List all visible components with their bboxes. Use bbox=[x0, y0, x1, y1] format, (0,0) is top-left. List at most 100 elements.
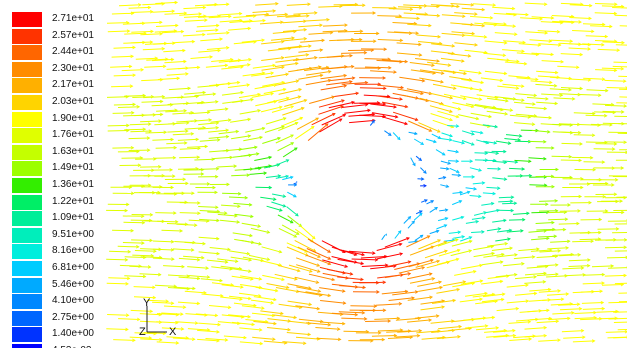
velocity-vector bbox=[563, 336, 585, 339]
velocity-vector-head bbox=[183, 59, 187, 64]
velocity-vector-head bbox=[571, 97, 576, 101]
velocity-vector-head bbox=[497, 227, 502, 231]
velocity-vector bbox=[585, 35, 608, 38]
velocity-vector-head bbox=[418, 157, 423, 162]
velocity-vector bbox=[531, 129, 550, 133]
velocity-vector-head bbox=[623, 273, 627, 278]
velocity-vector-head bbox=[501, 292, 506, 297]
velocity-vector bbox=[221, 204, 241, 207]
velocity-vector-head bbox=[216, 330, 220, 334]
velocity-vector-head bbox=[130, 228, 135, 233]
velocity-vector bbox=[486, 97, 509, 102]
velocity-vector bbox=[134, 332, 157, 335]
velocity-vector-head bbox=[575, 65, 580, 70]
velocity-vector-head bbox=[481, 23, 486, 28]
velocity-vector-head bbox=[531, 255, 536, 259]
velocity-vector bbox=[360, 255, 387, 259]
velocity-vector bbox=[229, 59, 252, 63]
velocity-vector-head bbox=[503, 40, 508, 45]
velocity-vector bbox=[416, 34, 441, 38]
velocity-vector bbox=[129, 336, 152, 339]
velocity-vector bbox=[461, 130, 475, 135]
velocity-vector bbox=[572, 340, 595, 343]
velocity-vector bbox=[375, 303, 402, 306]
velocity-vector bbox=[558, 303, 580, 306]
velocity-vector bbox=[278, 122, 298, 132]
velocity-vector bbox=[483, 140, 497, 144]
velocity-vector bbox=[197, 338, 220, 342]
velocity-vector bbox=[432, 68, 456, 74]
velocity-vector bbox=[409, 245, 434, 256]
velocity-vector-head bbox=[126, 123, 130, 128]
velocity-vector bbox=[460, 264, 483, 270]
velocity-vector-head bbox=[463, 96, 467, 101]
velocity-vector bbox=[142, 3, 165, 6]
velocity-vector-head bbox=[398, 302, 403, 306]
velocity-vector bbox=[177, 95, 199, 99]
velocity-vector bbox=[492, 160, 507, 163]
velocity-vector bbox=[165, 110, 187, 113]
velocity-vector bbox=[439, 209, 448, 212]
velocity-vector-head bbox=[163, 130, 168, 135]
velocity-vector bbox=[579, 238, 601, 241]
velocity-vector bbox=[198, 322, 221, 326]
velocity-vector-head bbox=[489, 16, 494, 20]
velocity-vector-head bbox=[170, 57, 175, 62]
velocity-vector bbox=[470, 130, 483, 134]
velocity-vector bbox=[140, 33, 163, 36]
velocity-vector bbox=[178, 257, 200, 261]
velocity-vector-head bbox=[457, 248, 461, 253]
velocity-vector bbox=[184, 127, 206, 130]
velocity-vector-head bbox=[281, 277, 285, 282]
velocity-vector bbox=[267, 47, 291, 52]
velocity-vector-head bbox=[327, 249, 332, 253]
velocity-vector-head bbox=[551, 184, 555, 189]
velocity-vector bbox=[139, 313, 162, 316]
velocity-vector-head bbox=[212, 185, 216, 190]
velocity-vector-head bbox=[293, 234, 298, 238]
velocity-vector-head bbox=[387, 132, 392, 136]
velocity-vector-head bbox=[455, 159, 460, 163]
velocity-vector bbox=[506, 284, 529, 288]
velocity-vector bbox=[172, 41, 195, 44]
velocity-vector-head bbox=[153, 157, 157, 161]
velocity-vector-head bbox=[147, 5, 152, 10]
velocity-vector-head bbox=[560, 297, 565, 302]
velocity-vector bbox=[480, 77, 503, 82]
velocity-vector bbox=[512, 212, 530, 215]
velocity-vector bbox=[582, 23, 605, 26]
velocity-vector bbox=[550, 39, 573, 42]
velocity-vector-head bbox=[577, 130, 582, 135]
velocity-vector bbox=[579, 124, 601, 126]
velocity-vector-head bbox=[274, 288, 279, 293]
velocity-vector bbox=[282, 147, 298, 158]
velocity-vector bbox=[233, 202, 252, 206]
velocity-vector bbox=[130, 309, 153, 312]
velocity-vector-head bbox=[550, 174, 555, 179]
velocity-vector-head bbox=[445, 184, 450, 188]
velocity-vector-head bbox=[437, 34, 442, 39]
velocity-vector-head bbox=[272, 9, 277, 13]
velocity-vector bbox=[197, 15, 221, 18]
velocity-vector-head bbox=[247, 63, 251, 67]
velocity-vector bbox=[152, 248, 174, 251]
velocity-vector-head bbox=[341, 99, 345, 103]
velocity-vector bbox=[496, 254, 518, 258]
velocity-vector-head bbox=[490, 201, 495, 206]
velocity-vector bbox=[141, 100, 163, 103]
velocity-vector bbox=[508, 321, 531, 324]
velocity-vector-head bbox=[491, 251, 496, 256]
velocity-vector-head bbox=[149, 9, 154, 14]
velocity-vector bbox=[200, 278, 223, 282]
velocity-vector-head bbox=[289, 219, 294, 224]
velocity-vector-head bbox=[611, 183, 615, 187]
velocity-vector bbox=[502, 49, 525, 52]
velocity-vector-head bbox=[560, 59, 565, 64]
x-axis-label: X bbox=[169, 326, 177, 338]
velocity-vector-head bbox=[224, 107, 229, 111]
velocity-vector-head bbox=[170, 137, 175, 142]
velocity-vector-head bbox=[373, 39, 377, 44]
velocity-vector bbox=[337, 258, 364, 265]
velocity-vector bbox=[615, 44, 627, 46]
